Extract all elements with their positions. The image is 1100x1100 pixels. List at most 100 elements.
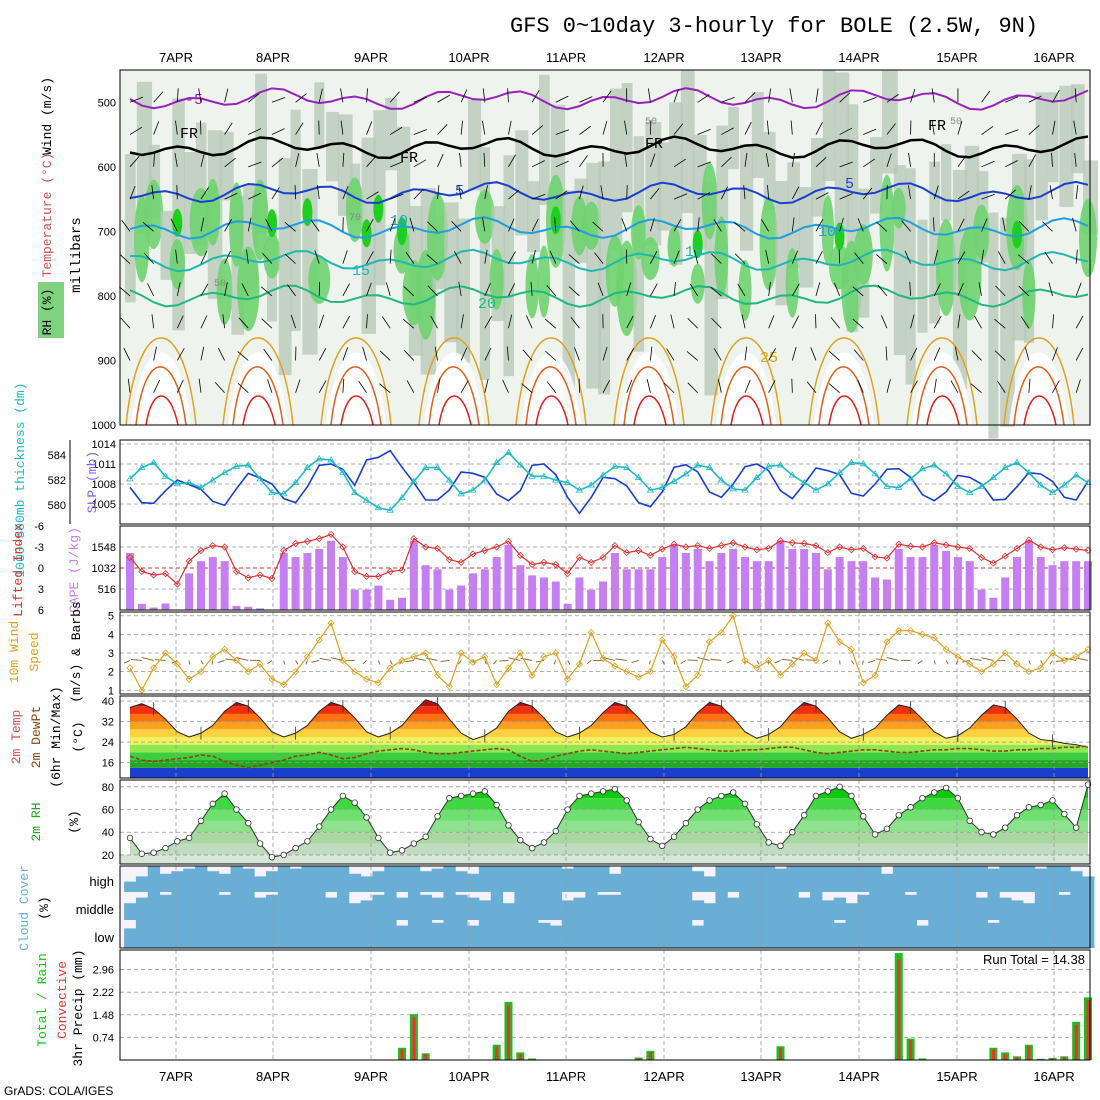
dewpoint-line [129, 745, 1089, 769]
wind-barb [997, 380, 1006, 393]
wind-barb [839, 92, 851, 103]
cloud-cell-high [916, 866, 929, 892]
wind-barb [200, 187, 209, 200]
wind-barb-10m [1028, 660, 1031, 665]
cape-bar [658, 557, 667, 610]
cloud-cell-middle [1070, 892, 1083, 920]
wind-barb [834, 282, 841, 297]
lifted-index-cape-panel: 516 1032 1548 -6 -3 0 3 6 Lifted Index CAPE (J/kg… [11, 521, 1092, 617]
wind-barb [673, 88, 680, 103]
wind-barb-10m [305, 660, 308, 665]
li-point [1013, 544, 1021, 552]
thickness-point [705, 463, 714, 470]
isotherm-25 [125, 337, 197, 426]
wind-barb [460, 89, 468, 103]
cloud-cell-high [336, 866, 350, 892]
wind-barb [483, 152, 486, 167]
cape-bar [953, 557, 962, 610]
cloud-cell-high [845, 866, 858, 892]
rh-point [1037, 801, 1044, 809]
cloud-cell-high [348, 873, 362, 892]
rh-contour-label: 50 [950, 117, 962, 128]
rh-shade-70 [701, 162, 718, 240]
li-point [765, 544, 773, 552]
wind-speed-point [398, 656, 406, 665]
li-point [504, 537, 513, 545]
wind-barb [508, 283, 516, 297]
temp-tick-label: 24 [102, 737, 114, 749]
cape-bar [137, 603, 146, 610]
isotherm-line [129, 284, 1089, 308]
rh-band [130, 843, 1088, 855]
wind-barb [147, 283, 155, 297]
wind-barb [318, 347, 327, 361]
warm-dome [912, 352, 972, 425]
wind-barb [121, 219, 131, 232]
wind-barb [791, 186, 800, 200]
cloud-cell-high [171, 871, 184, 892]
wind-barb [224, 122, 233, 135]
wind-barb [506, 346, 509, 361]
cloud-cell-high [679, 866, 693, 892]
li-point [847, 546, 856, 554]
wind-barb [460, 314, 464, 329]
upper-air-frame [119, 69, 1091, 426]
li-point [481, 546, 489, 555]
wind-barb [1018, 285, 1030, 297]
temp-band [130, 760, 1088, 768]
li-point [351, 567, 359, 576]
cape-bar [350, 589, 359, 610]
cloud-cell-high [1022, 866, 1036, 892]
wind-barb-10m [520, 657, 533, 661]
cape-bar [256, 608, 265, 610]
isotherm-30 [428, 366, 480, 426]
cape-bar [800, 548, 809, 610]
cape-bar [847, 561, 856, 610]
cloud-cell-low [1070, 920, 1083, 948]
wind-barb-10m [267, 660, 273, 665]
thickness-point [1013, 458, 1021, 465]
cloud-cell-middle [301, 892, 314, 920]
cape-bar [492, 557, 501, 610]
wind-barb-10m [458, 660, 462, 665]
wind-barb [768, 281, 771, 296]
rh-shade-70 [144, 179, 164, 250]
rh-point [375, 834, 382, 842]
wind-barb [839, 161, 853, 168]
wind-barb [1024, 346, 1030, 361]
li-point [895, 540, 903, 548]
cape-bar [859, 561, 868, 610]
rh-point [789, 829, 796, 836]
wind-barb [224, 157, 236, 168]
wind-barb [721, 96, 735, 103]
wind-barb [176, 379, 184, 393]
wind-barb-10m [493, 660, 497, 665]
cloud-cell-low [372, 920, 385, 948]
date-label-top: 13APR [740, 50, 781, 65]
wind-barb [626, 348, 634, 361]
li-point [918, 543, 926, 551]
wind-barb [697, 161, 711, 168]
wind-barb [673, 218, 682, 232]
wind-barb [265, 218, 273, 232]
wind-barb-10m [615, 658, 627, 661]
wind-barb [127, 378, 131, 393]
wind-barb [626, 315, 634, 329]
cloud-cell-high [762, 866, 776, 892]
thickness-point [611, 462, 619, 469]
cloud-cell-middle [987, 892, 1000, 920]
li-point [493, 543, 501, 551]
wind-barb [815, 88, 819, 103]
cloud-cell-high [1058, 866, 1071, 892]
wind-barb [237, 382, 249, 394]
cloud-cell-low [396, 925, 409, 948]
rh-shade-50 [799, 187, 814, 288]
wind-barb [602, 380, 610, 393]
cloud-cell-low [147, 920, 161, 948]
wind-barb [666, 348, 675, 361]
wind-barb [806, 381, 817, 393]
wind-barb [224, 219, 232, 232]
wind-barb [484, 249, 488, 264]
rh-shade-50 [834, 72, 850, 232]
cloud-cell-low [715, 920, 728, 948]
